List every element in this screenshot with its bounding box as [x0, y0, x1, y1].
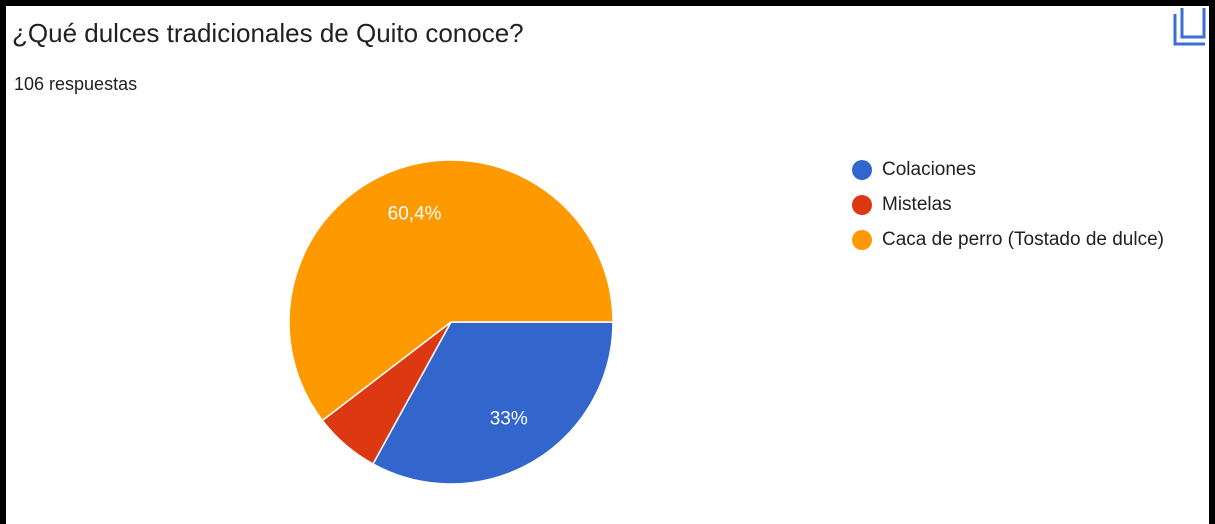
slice-label: 60,4%	[388, 204, 442, 225]
legend-swatch	[852, 195, 872, 215]
legend-label: Mistelas	[882, 194, 952, 215]
legend-label: Caca de perro (Tostado de dulce)	[882, 229, 1164, 250]
copy-icon-back	[1173, 14, 1205, 46]
chart-subtitle: 106 respuestas	[14, 74, 137, 94]
copy-icon-front	[1180, 8, 1206, 39]
chart-title: ¿Qué dulces tradicionales de Quito conoc…	[12, 18, 524, 48]
copy-icon[interactable]	[1173, 8, 1206, 46]
pie-slice	[288, 159, 614, 422]
slice-label: 33%	[490, 409, 528, 430]
legend-label: Colaciones	[882, 159, 976, 180]
legend-swatch	[852, 160, 872, 180]
legend-swatch	[852, 230, 872, 250]
pie-slice	[371, 321, 614, 485]
